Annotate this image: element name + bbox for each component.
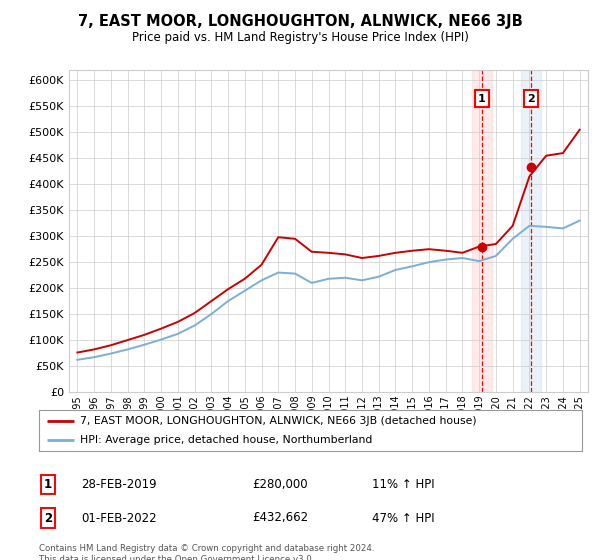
- Text: 2: 2: [527, 94, 535, 104]
- Text: 1: 1: [478, 94, 486, 104]
- Text: Price paid vs. HM Land Registry's House Price Index (HPI): Price paid vs. HM Land Registry's House …: [131, 31, 469, 44]
- Text: 11% ↑ HPI: 11% ↑ HPI: [372, 478, 434, 491]
- Text: £280,000: £280,000: [252, 478, 308, 491]
- Text: Contains HM Land Registry data © Crown copyright and database right 2024.
This d: Contains HM Land Registry data © Crown c…: [39, 544, 374, 560]
- Text: 2: 2: [44, 511, 52, 525]
- Text: 47% ↑ HPI: 47% ↑ HPI: [372, 511, 434, 525]
- Bar: [521, 70, 541, 392]
- Text: 7, EAST MOOR, LONGHOUGHTON, ALNWICK, NE66 3JB (detached house): 7, EAST MOOR, LONGHOUGHTON, ALNWICK, NE6…: [80, 416, 476, 426]
- Text: £432,662: £432,662: [252, 511, 308, 525]
- Bar: [472, 70, 492, 392]
- Text: 28-FEB-2019: 28-FEB-2019: [81, 478, 157, 491]
- Text: 7, EAST MOOR, LONGHOUGHTON, ALNWICK, NE66 3JB: 7, EAST MOOR, LONGHOUGHTON, ALNWICK, NE6…: [77, 14, 523, 29]
- Text: 1: 1: [44, 478, 52, 491]
- Text: 01-FEB-2022: 01-FEB-2022: [81, 511, 157, 525]
- Text: HPI: Average price, detached house, Northumberland: HPI: Average price, detached house, Nort…: [80, 435, 372, 445]
